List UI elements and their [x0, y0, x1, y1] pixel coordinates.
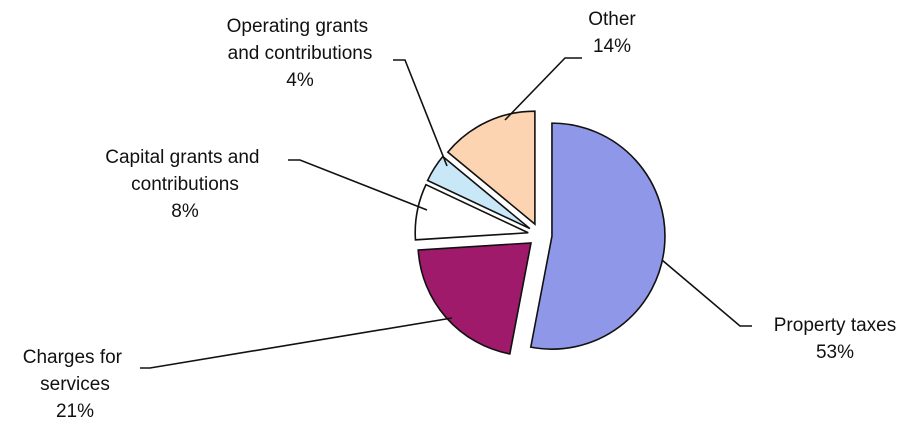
leader-line — [661, 259, 752, 327]
slice-value-label: 21% — [56, 401, 94, 422]
pie-slice — [414, 183, 529, 241]
slice-label: Operating grants and contributions — [227, 16, 374, 64]
slice-label: Charges for services — [23, 347, 128, 395]
slice-value-label: 8% — [171, 201, 199, 222]
slice-value-label: 4% — [286, 70, 314, 91]
leader-line — [393, 59, 448, 167]
slice-label: Capital grants and contributions — [105, 147, 265, 195]
pie-slice — [446, 110, 536, 226]
slice-label: Other — [588, 9, 636, 30]
leader-line — [288, 159, 428, 211]
leader-line — [140, 317, 453, 369]
pie-slice — [417, 242, 532, 355]
pie-slice — [529, 122, 666, 350]
slice-label: Property taxes — [774, 315, 897, 336]
leader-line — [504, 57, 582, 121]
slice-value-label: 53% — [816, 342, 854, 363]
slice-value-label: 14% — [593, 36, 631, 57]
